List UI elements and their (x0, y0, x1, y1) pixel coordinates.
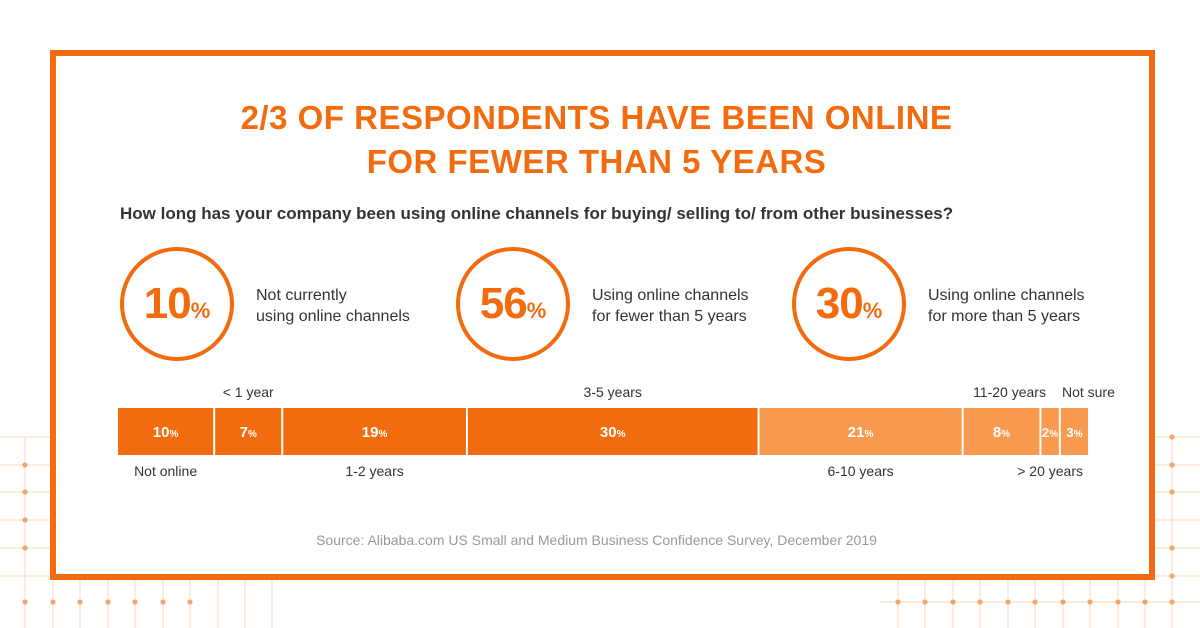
category-label: 3-5 years (584, 384, 642, 400)
stat-label-line-2: for more than 5 years (928, 308, 1081, 325)
stat-label: Not currently using online channels (256, 285, 456, 327)
stat-value: 56 (479, 279, 528, 328)
stat-value: 10 (143, 279, 192, 328)
data-label: 30% (600, 424, 626, 441)
bar-segment-1-year (215, 408, 282, 455)
stat-label-line-2: for fewer than 5 years (592, 308, 747, 325)
bar-segment-20-years (1041, 408, 1059, 455)
content-frame (50, 50, 1155, 580)
category-label: > 20 years (1017, 463, 1083, 479)
stat-unit: % (526, 298, 547, 323)
stat-unit: % (862, 298, 883, 323)
title-line-1: 2/3 OF RESPONDENTS HAVE BEEN ONLINE (240, 99, 953, 136)
source-note: Source: Alibaba.com US Small and Medium … (316, 532, 877, 548)
bar-segment-6-10-years (759, 408, 962, 455)
stat-value: 30 (815, 279, 864, 328)
page-title: 2/3 OF RESPONDENTS HAVE BEEN ONLINE FOR … (56, 96, 1137, 184)
stat-unit: % (190, 298, 211, 323)
bar-segment-not-sure (1060, 408, 1088, 455)
stat-circle: 30% (792, 247, 906, 361)
category-label: < 1 year (223, 384, 274, 400)
title-line-2: FOR FEWER THAN 5 YEARS (366, 143, 827, 180)
data-label: 7% (240, 424, 257, 441)
bar-segment-3-5-years (467, 408, 758, 455)
stat-circle: 10% (120, 247, 234, 361)
bar-segment-11-20-years (963, 408, 1040, 455)
category-label: 11-20 years (973, 384, 1046, 400)
data-label: 3% (1066, 425, 1082, 440)
category-label: Not online (134, 463, 197, 479)
survey-question: How long has your company been using onl… (120, 204, 954, 223)
category-label: 6-10 years (828, 463, 894, 479)
data-label: 8% (993, 424, 1010, 441)
data-label: 21% (848, 424, 874, 441)
stat-label-line-2: using online channels (256, 308, 410, 325)
stat-label: Using online channels for more than 5 ye… (928, 285, 1128, 327)
data-label: 2% (1042, 425, 1058, 440)
stat-label-line-1: Not currently (256, 287, 347, 304)
stat-label: Using online channels for fewer than 5 y… (592, 285, 792, 327)
data-label: 19% (362, 424, 388, 441)
stat-circle: 56% (456, 247, 570, 361)
category-label: 1-2 years (345, 463, 403, 479)
stat-label-line-1: Using online channels (928, 287, 1085, 304)
bar-segment-1-2-years (283, 408, 466, 455)
category-label: Not sure (1062, 384, 1115, 400)
stat-label-line-1: Using online channels (592, 287, 749, 304)
bar-segment-not-online (118, 408, 214, 455)
data-label: 10% (153, 424, 179, 441)
